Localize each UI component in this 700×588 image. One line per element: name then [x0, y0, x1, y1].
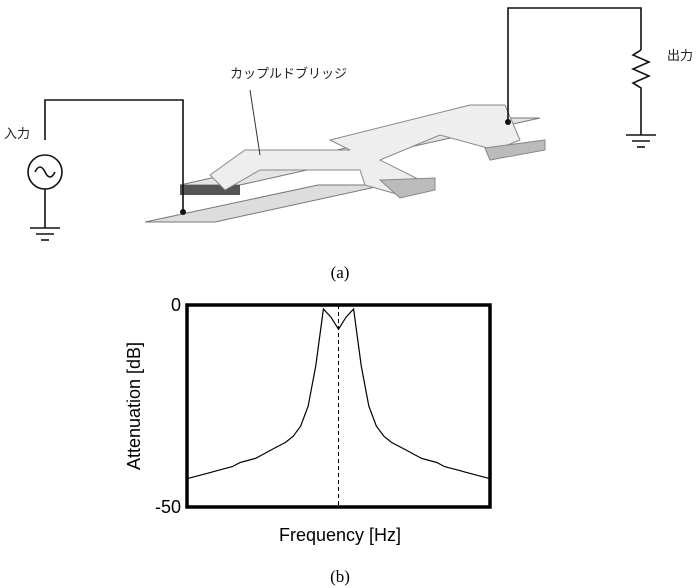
label-leader: [250, 90, 260, 155]
bridge-foot: [380, 178, 435, 198]
resistor: [633, 50, 649, 135]
x-axis-label: Frequency [Hz]: [279, 525, 401, 545]
ground: [30, 228, 60, 240]
y-tick-label: 0: [171, 295, 181, 315]
bridge-label: カップルドブリッジ: [230, 66, 347, 82]
chart: Attenuation [dB] Frequency [Hz] (b) 0 -50: [124, 295, 490, 586]
contact-dot: [505, 119, 511, 125]
wire: [45, 100, 183, 212]
y-tick-label: -50: [155, 497, 181, 517]
page: {"diagram":{"bridge_label":"カップルドブリッジ","…: [0, 0, 700, 588]
wire: [508, 8, 641, 122]
output-label: 出力: [667, 49, 693, 64]
caption: (a): [331, 263, 350, 282]
ground: [626, 135, 656, 147]
input-label: 入力: [4, 127, 30, 142]
figure: カップルドブリッジ 入力 出力 (a) Attenuation [dB] Fre…: [0, 0, 700, 588]
contact-dot: [180, 209, 186, 215]
circuit-diagram: カップルドブリッジ 入力 出力 (a): [4, 8, 693, 282]
y-axis-label: Attenuation [dB]: [124, 342, 144, 470]
caption: (b): [330, 567, 350, 586]
